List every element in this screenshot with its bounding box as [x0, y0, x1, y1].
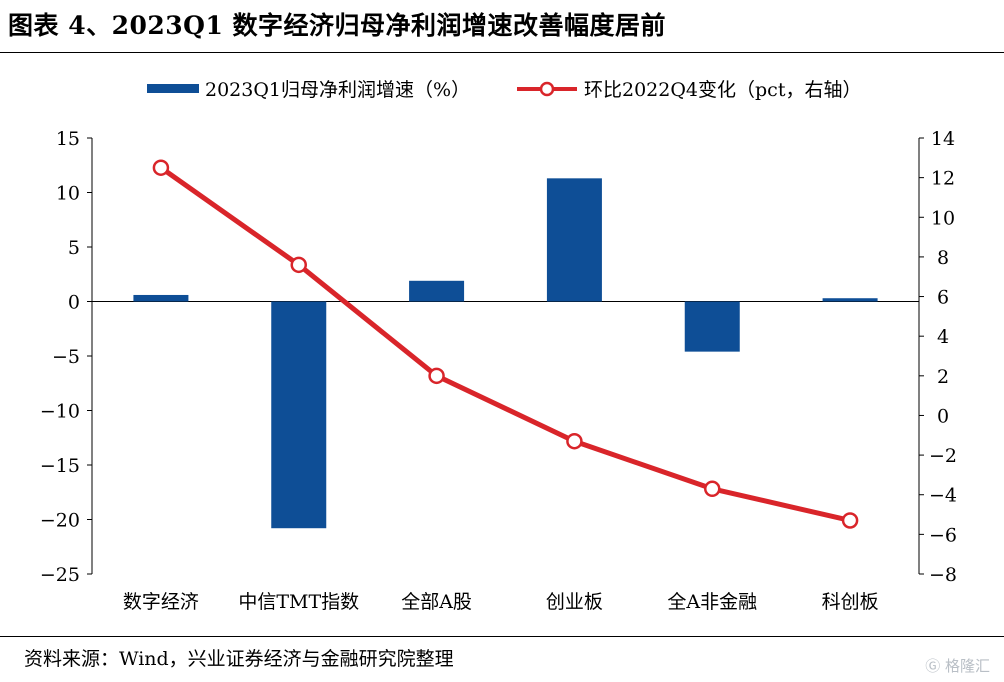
watermark-logo: Ⓖ 格隆汇	[925, 657, 990, 675]
right-tick-label: −4	[929, 485, 957, 507]
bar-全部A股	[409, 280, 465, 302]
right-tick-label: 6	[937, 287, 949, 309]
right-tick-label: 4	[937, 326, 949, 348]
right-tick-label: 12	[931, 168, 955, 190]
right-tick-label: −2	[929, 445, 957, 467]
left-tick-label: 5	[68, 237, 80, 259]
x-tick-labels: 数字经济 中信TMT指数 全部A股 创业板 全A非金融 科创板	[123, 591, 879, 613]
bar-全A非金融	[684, 301, 740, 352]
chart-title: 图表 4、2023Q1 数字经济归母净利润增速改善幅度居前	[8, 11, 667, 40]
left-tick-label: −20	[40, 510, 80, 532]
line-point-科创板	[841, 512, 859, 529]
x-tick-label: 中信TMT指数	[238, 591, 359, 613]
line-path	[159, 165, 851, 523]
x-tick-label: 数字经济	[123, 591, 199, 613]
line-point-全部A股	[428, 367, 445, 385]
bar-数字经济	[133, 294, 189, 302]
legend-bar-swatch	[147, 84, 199, 93]
legend-line-label: 环比2022Q4变化（pct，右轴）	[584, 79, 861, 101]
title-rule	[0, 52, 1004, 53]
x-tick-label: 全A非金融	[667, 591, 757, 613]
x-tick-label: 全部A股	[401, 591, 472, 613]
left-tick-label: 0	[68, 292, 80, 314]
source-rule	[0, 636, 1004, 637]
left-tick-label: −5	[52, 346, 80, 368]
right-tick-label: −8	[929, 564, 957, 586]
bar-中信TMT指数	[271, 301, 327, 529]
right-tick-label: 8	[937, 247, 949, 269]
right-tick-label: 10	[931, 207, 955, 229]
bar-创业板	[546, 178, 602, 302]
chart: 2023Q1归母净利润增速（%） 环比2022Q4变化（pct，右轴） 15 10…	[40, 79, 957, 613]
legend-line-marker	[539, 81, 555, 97]
left-tick-label: −10	[40, 401, 80, 423]
line-point-中信TMT指数	[290, 256, 307, 274]
x-tick-label: 创业板	[546, 591, 603, 613]
bars	[133, 178, 878, 529]
line-series	[152, 159, 859, 529]
right-tick-label: 14	[931, 128, 955, 150]
left-tick-label: −25	[40, 564, 80, 586]
left-tick-label: 15	[56, 128, 80, 150]
x-tick-label: 科创板	[822, 591, 879, 613]
line-point-数字经济	[152, 159, 170, 176]
bar-科创板	[822, 298, 878, 302]
right-tick-label: 2	[937, 366, 949, 388]
axes: 15 10 5 0 −5 −10 −15 −20 −25 14 12 10 8 6 4 2 0 −2 −4 −6 −8	[40, 128, 957, 586]
left-tick-label: 10	[56, 183, 80, 205]
line-point-创业板	[566, 432, 583, 450]
right-tick-label: −6	[929, 524, 957, 546]
right-tick-label: 0	[937, 405, 949, 427]
line-point-全A非金融	[704, 480, 721, 498]
legend: 2023Q1归母净利润增速（%） 环比2022Q4变化（pct，右轴）	[147, 79, 861, 101]
legend-bar-label: 2023Q1归母净利润增速（%）	[205, 79, 470, 101]
source-note: 资料来源：Wind，兴业证券经济与金融研究院整理	[24, 648, 454, 670]
left-tick-label: −15	[40, 455, 80, 477]
